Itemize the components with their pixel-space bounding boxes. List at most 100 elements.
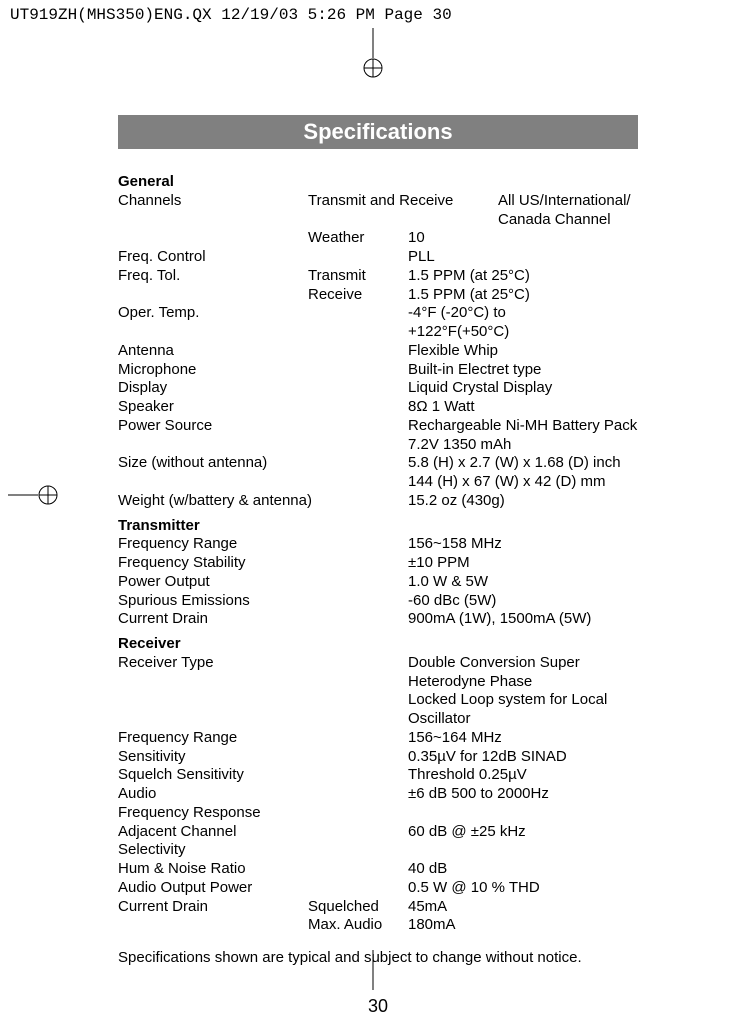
- section-general: General: [118, 173, 638, 192]
- row-antenna: Antenna Flexible Whip: [118, 342, 638, 361]
- label: Power Source: [118, 417, 308, 455]
- row-freqtol2: Receive 1.5 PPM (at 25°C): [118, 286, 638, 305]
- label: Audio: [118, 785, 408, 804]
- row-rx-currentdrain2: Max. Audio 180mA: [118, 916, 638, 935]
- val: 45mA: [408, 898, 447, 917]
- sub: Transmit and Receive: [308, 192, 498, 230]
- row-rx-humnoise: Hum & Noise Ratio 40 dB: [118, 860, 638, 879]
- top-crop-mark: [358, 28, 388, 78]
- section-transmitter: Transmitter: [118, 517, 638, 536]
- label: Channels: [118, 192, 308, 230]
- row-rx-selectivity: Selectivity: [118, 841, 638, 860]
- row-microphone: Microphone Built-in Electret type: [118, 361, 638, 380]
- row-opertemp: Oper. Temp. -4°F (-20°C) to +122°F(+50°C…: [118, 304, 638, 342]
- label: Frequency Range: [118, 729, 408, 748]
- row-weight: Weight (w/battery & antenna) 15.2 oz (43…: [118, 492, 638, 511]
- sub: Max. Audio: [308, 916, 408, 935]
- val: -4°F (-20°C) to +122°F(+50°C): [408, 304, 638, 342]
- row-freqcontrol: Freq. Control PLL: [118, 248, 638, 267]
- label: Weight (w/battery & antenna): [118, 492, 408, 511]
- label: Freq. Tol.: [118, 267, 308, 286]
- row-tx-freqstab: Frequency Stability ±10 PPM: [118, 554, 638, 573]
- section-receiver: Receiver: [118, 635, 638, 654]
- val: Liquid Crystal Display: [408, 379, 638, 398]
- row-powersource: Power Source Rechargeable Ni-MH Battery …: [118, 417, 638, 455]
- val: Rechargeable Ni-MH Battery Pack 7.2V 135…: [408, 417, 638, 455]
- row-rx-freqresp: Frequency Response: [118, 804, 638, 823]
- label: Speaker: [118, 398, 308, 417]
- val: 0.5 W @ 10 % THD: [408, 879, 540, 898]
- label: Spurious Emissions: [118, 592, 408, 611]
- label: Squelch Sensitivity: [118, 766, 408, 785]
- row-rx-audiooutput: Audio Output Power 0.5 W @ 10 % THD: [118, 879, 638, 898]
- label: Audio Output Power: [118, 879, 408, 898]
- label: Frequency Response: [118, 804, 408, 823]
- val: 1.0 W & 5W: [408, 573, 488, 592]
- sub: Squelched: [308, 898, 408, 917]
- label: Microphone: [118, 361, 308, 380]
- val: 60 dB @ ±25 kHz: [408, 823, 526, 842]
- label: Frequency Stability: [118, 554, 408, 573]
- label: Adjacent Channel: [118, 823, 408, 842]
- row-tx-spurious: Spurious Emissions -60 dBc (5W): [118, 592, 638, 611]
- row-rx-audio: Audio ±6 dB 500 to 2000Hz: [118, 785, 638, 804]
- row-rx-adjchannel: Adjacent Channel 60 dB @ ±25 kHz: [118, 823, 638, 842]
- val: Double Conversion Super Heterodyne Phase…: [408, 654, 638, 729]
- sub: Transmit: [308, 267, 408, 286]
- label: Current Drain: [118, 898, 308, 917]
- val: All US/International/ Canada Channel: [498, 192, 631, 230]
- row-display: Display Liquid Crystal Display: [118, 379, 638, 398]
- left-crop-mark: [8, 480, 58, 510]
- label: Current Drain: [118, 610, 408, 629]
- val: 0.35µV for 12dB SINAD: [408, 748, 567, 767]
- footer-note: Specifications shown are typical and sub…: [118, 949, 638, 968]
- val: 15.2 oz (430g): [408, 492, 505, 511]
- val: ±6 dB 500 to 2000Hz: [408, 785, 549, 804]
- label: Selectivity: [118, 841, 408, 860]
- label: Oper. Temp.: [118, 304, 308, 342]
- label: Receiver Type: [118, 654, 408, 729]
- label: Sensitivity: [118, 748, 408, 767]
- val: 180mA: [408, 916, 456, 935]
- row-speaker: Speaker 8Ω 1 Watt: [118, 398, 638, 417]
- val: 5.8 (H) x 2.7 (W) x 1.68 (D) inch 144 (H…: [408, 454, 621, 492]
- val: 1.5 PPM (at 25°C): [408, 286, 638, 305]
- row-tx-freqrange: Frequency Range 156~158 MHz: [118, 535, 638, 554]
- val: 156~164 MHz: [408, 729, 502, 748]
- row-rx-type: Receiver Type Double Conversion Super He…: [118, 654, 638, 729]
- page-header: UT919ZH(MHS350)ENG.QX 12/19/03 5:26 PM P…: [0, 0, 746, 30]
- val: 10: [408, 229, 638, 248]
- label: Hum & Noise Ratio: [118, 860, 408, 879]
- row-channels1: Channels Transmit and Receive All US/Int…: [118, 192, 638, 230]
- label: Freq. Control: [118, 248, 308, 267]
- bottom-crop-line: [373, 950, 374, 990]
- row-channels2: Weather 10: [118, 229, 638, 248]
- val: ±10 PPM: [408, 554, 470, 573]
- val: 156~158 MHz: [408, 535, 502, 554]
- content-area: Specifications General Channels Transmit…: [118, 115, 638, 1017]
- val: 900mA (1W), 1500mA (5W): [408, 610, 591, 629]
- row-tx-poweroutput: Power Output 1.0 W & 5W: [118, 573, 638, 592]
- val: Flexible Whip: [408, 342, 638, 361]
- label: Size (without antenna): [118, 454, 408, 492]
- val: 40 dB: [408, 860, 447, 879]
- row-rx-squelch: Squelch Sensitivity Threshold 0.25µV: [118, 766, 638, 785]
- row-rx-currentdrain1: Current Drain Squelched 45mA: [118, 898, 638, 917]
- row-freqtol1: Freq. Tol. Transmit 1.5 PPM (at 25°C): [118, 267, 638, 286]
- val: Threshold 0.25µV: [408, 766, 527, 785]
- sub: Weather: [308, 229, 408, 248]
- label: Power Output: [118, 573, 408, 592]
- spec-body: General Channels Transmit and Receive Al…: [118, 173, 638, 968]
- row-size: Size (without antenna) 5.8 (H) x 2.7 (W)…: [118, 454, 638, 492]
- label: Display: [118, 379, 308, 398]
- val: -60 dBc (5W): [408, 592, 496, 611]
- label: Frequency Range: [118, 535, 408, 554]
- label: Antenna: [118, 342, 308, 361]
- row-tx-currentdrain: Current Drain 900mA (1W), 1500mA (5W): [118, 610, 638, 629]
- val: Built-in Electret type: [408, 361, 638, 380]
- title-bar: Specifications: [118, 115, 638, 149]
- sub: Receive: [308, 286, 408, 305]
- val: 1.5 PPM (at 25°C): [408, 267, 638, 286]
- val: PLL: [408, 248, 638, 267]
- val: 8Ω 1 Watt: [408, 398, 638, 417]
